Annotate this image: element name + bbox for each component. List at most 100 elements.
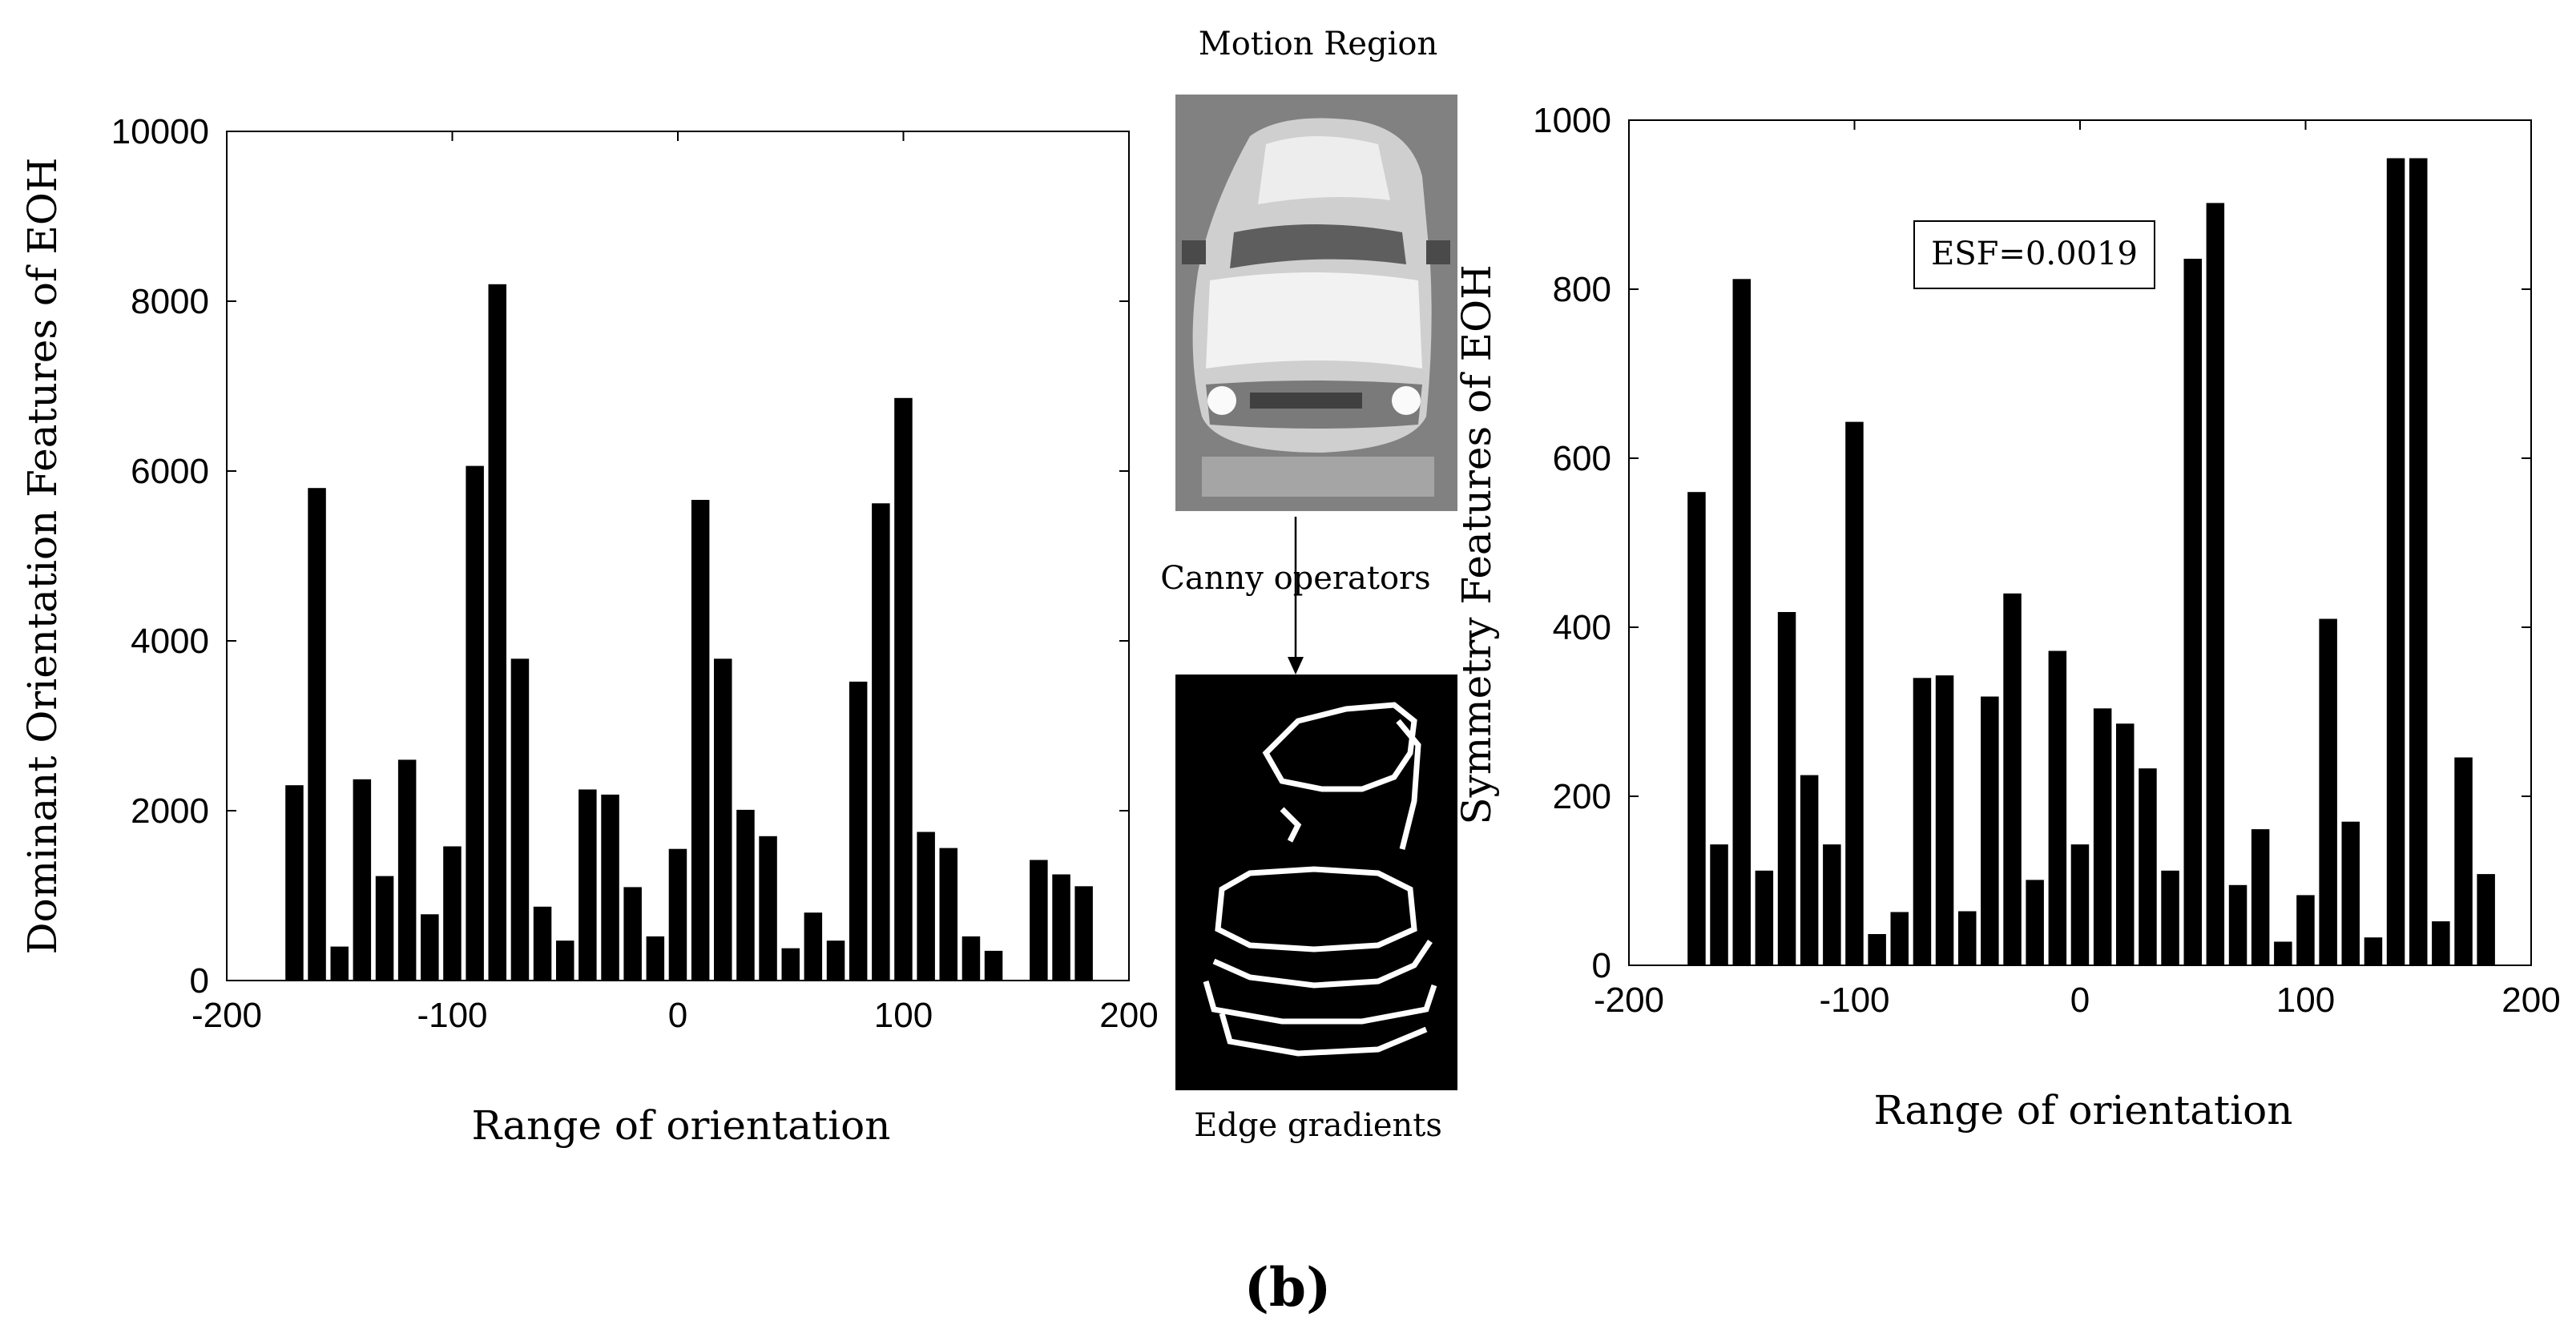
motion-region-image	[1175, 95, 1457, 511]
left-bar	[714, 658, 732, 981]
left-y-tick-label: 4000	[131, 622, 209, 661]
left-bar	[308, 488, 326, 981]
right-bars	[1687, 158, 2495, 965]
right-bar	[1800, 775, 1819, 965]
left-bar	[894, 397, 913, 981]
right-bar	[1935, 675, 1954, 965]
left-bar	[759, 836, 777, 981]
esf-annotation-box	[1913, 220, 2155, 289]
left-bar	[646, 936, 665, 981]
right-bar	[2139, 768, 2157, 965]
right-bar	[2386, 158, 2405, 965]
left-bar	[826, 940, 845, 981]
processing-diagram: Motion Region Canny operators	[1160, 26, 1457, 1144]
left-bar	[285, 785, 304, 981]
right-bar	[2251, 829, 2270, 965]
left-bar	[533, 906, 552, 981]
right-bar	[2228, 884, 2247, 965]
right-bar	[2364, 937, 2383, 965]
left-bar	[1030, 860, 1048, 981]
left-y-tick-label: 10000	[111, 112, 209, 151]
right-bar	[2341, 821, 2360, 965]
left-bar	[736, 809, 755, 981]
left-bar	[353, 779, 372, 981]
right-bar	[1868, 934, 1886, 965]
right-bar	[1890, 912, 1909, 965]
right-bar	[1845, 421, 1864, 965]
right-y-tick-label: 400	[1553, 608, 1611, 647]
right-bar	[1732, 279, 1751, 965]
right-bar	[2409, 158, 2428, 965]
left-y-tick-label: 0	[190, 961, 209, 1001]
motion-region-label: Motion Region	[1199, 26, 1438, 62]
left-x-tick-label: 0	[668, 996, 687, 1035]
right-y-tick-label: 600	[1553, 439, 1611, 478]
left-y-tick-label: 2000	[131, 791, 209, 831]
left-bar	[330, 946, 349, 981]
right-chart: -200 -100 0 100 200 0 200 400 600 800 1000 Range o…	[1453, 101, 2561, 1134]
figure-label: (b)	[1244, 1256, 1332, 1319]
left-bar	[984, 950, 1003, 981]
left-bar	[872, 503, 890, 981]
right-bar	[1687, 492, 1706, 965]
esf-annotation-text: ESF=0.0019	[1931, 236, 2138, 272]
flow-arrow-head	[1288, 657, 1304, 675]
right-y-tick-label: 0	[1592, 946, 1611, 985]
left-bar	[556, 940, 574, 981]
left-bar	[578, 789, 597, 981]
left-plot-area	[226, 131, 1130, 981]
left-x-tick-label: 200	[1099, 996, 1158, 1035]
left-bar	[510, 658, 530, 981]
right-axes: -200 -100 0 100 200 0 200 400 600 800 1000	[1533, 101, 2561, 1020]
left-bar	[849, 681, 868, 981]
left-bar	[939, 848, 957, 981]
esf-annotation: ESF=0.0019	[1913, 220, 2155, 289]
left-bar	[804, 912, 823, 981]
left-bar	[375, 876, 394, 981]
edge-gradients-label: Edge gradients	[1194, 1107, 1442, 1144]
right-bar	[2003, 593, 2022, 965]
left-bar	[668, 848, 687, 981]
right-y-axis-label: Symmetry Features of EOH	[1453, 264, 1500, 824]
right-bar	[2183, 259, 2202, 965]
right-bar	[1777, 612, 1796, 965]
left-bar	[397, 759, 417, 981]
right-bar	[2319, 618, 2337, 965]
left-bar	[691, 500, 710, 981]
left-bar	[961, 936, 981, 981]
right-bar	[1981, 696, 1999, 965]
right-bar	[2206, 203, 2225, 965]
left-bar	[917, 832, 935, 981]
right-bar	[1755, 870, 1774, 965]
right-bar	[1710, 844, 1728, 965]
left-bar	[421, 914, 439, 981]
left-bar	[1074, 886, 1093, 981]
right-bar	[2093, 708, 2112, 965]
right-y-tick-label: 800	[1553, 270, 1611, 309]
right-bar	[1958, 911, 1977, 965]
right-x-tick-label: -100	[1819, 981, 1889, 1020]
right-bar	[2477, 874, 2495, 965]
right-x-tick-label: 200	[2501, 981, 2560, 1020]
right-x-axis-label: Range of orientation	[1874, 1087, 2293, 1134]
left-x-tick-label: -100	[417, 996, 487, 1035]
right-x-tick-label: -200	[1594, 981, 1664, 1020]
right-bar	[2026, 880, 2044, 965]
right-bar	[2070, 844, 2090, 965]
left-y-axis-label: Dominant Orientation Features of EOH	[19, 158, 66, 955]
right-y-tick-label: 1000	[1533, 101, 1611, 140]
right-bar	[2116, 723, 2135, 965]
left-bar	[488, 284, 506, 981]
left-y-tick-label: 6000	[131, 452, 209, 491]
canny-operators-label: Canny operators	[1160, 560, 1430, 597]
left-x-tick-label: 100	[874, 996, 933, 1035]
left-y-tick-label: 8000	[131, 282, 209, 321]
right-bar	[2296, 895, 2315, 965]
right-bar	[1913, 678, 1932, 965]
right-y-tick-label: 200	[1553, 777, 1611, 816]
left-bar	[443, 846, 462, 981]
left-x-tick-label: -200	[191, 996, 262, 1035]
edge-gradients-image	[1175, 675, 1457, 1090]
